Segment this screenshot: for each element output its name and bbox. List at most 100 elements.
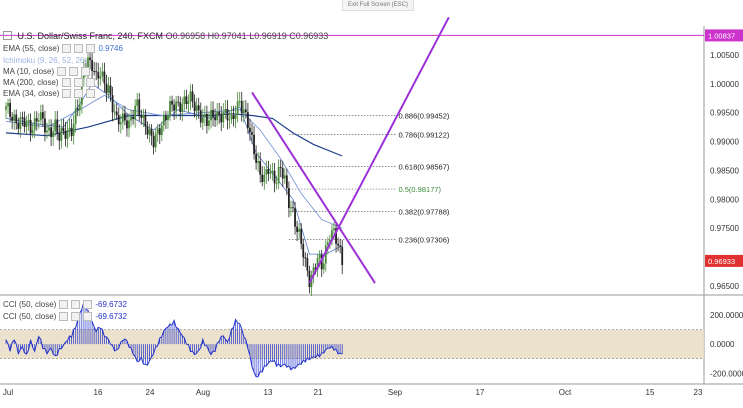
candle-body bbox=[212, 109, 214, 118]
settings-icon[interactable] bbox=[73, 78, 83, 87]
price-tick-label: 1.00500 bbox=[710, 51, 739, 60]
collapse-icon[interactable] bbox=[3, 31, 12, 40]
date-tick-label: Oct bbox=[559, 388, 572, 397]
close-icon[interactable] bbox=[81, 67, 91, 76]
candle-body bbox=[29, 119, 32, 134]
candle-body bbox=[146, 126, 149, 135]
candle-body bbox=[103, 71, 106, 84]
close-value: C0.96933 bbox=[289, 31, 329, 41]
candle-body bbox=[189, 91, 192, 102]
candle-body bbox=[7, 103, 9, 107]
fib-level-label: 0.5(0.98177) bbox=[399, 185, 442, 194]
cci-legend-2[interactable]: CCI (50, close) -69.6732 bbox=[3, 311, 127, 322]
candle-body bbox=[324, 245, 327, 264]
candle-body bbox=[329, 240, 331, 243]
candle-body bbox=[285, 175, 288, 189]
candle-body bbox=[230, 115, 233, 120]
eye-icon[interactable] bbox=[62, 89, 72, 98]
indicator-legend-ema55[interactable]: EMA (55, close) 0.9746 bbox=[3, 43, 123, 54]
candle-body bbox=[281, 168, 284, 179]
close-icon[interactable] bbox=[86, 89, 96, 98]
candle-body bbox=[107, 85, 110, 93]
settings-icon[interactable] bbox=[71, 312, 81, 321]
candle-body bbox=[17, 123, 20, 129]
indicator-legend-ichimoku[interactable]: Ichimoku (9, 26, 52, 26) bbox=[3, 55, 87, 66]
candle-body bbox=[152, 135, 155, 148]
candle-body bbox=[339, 245, 342, 247]
eye-icon[interactable] bbox=[62, 44, 72, 53]
cci-legend-1[interactable]: CCI (50, close) -69.6732 bbox=[3, 299, 127, 310]
candle-body bbox=[74, 108, 77, 124]
candle-body bbox=[222, 112, 225, 123]
price-tick-label: 0.97500 bbox=[710, 224, 739, 233]
candle-body bbox=[247, 112, 249, 128]
close-icon[interactable] bbox=[86, 44, 96, 53]
candle-body bbox=[290, 207, 292, 209]
candle-body bbox=[183, 96, 186, 104]
candle-body bbox=[224, 108, 227, 113]
candle-body bbox=[199, 110, 202, 123]
price-tick-label: 0.99500 bbox=[710, 109, 739, 118]
symbol-label: U.S. Dollar/Swiss Franc, 240, FXCM bbox=[17, 31, 164, 41]
candle-body bbox=[169, 100, 171, 116]
date-tick-label: Aug bbox=[196, 388, 210, 397]
eye-icon[interactable] bbox=[61, 78, 71, 87]
candle-body bbox=[117, 115, 120, 125]
candle-body bbox=[314, 267, 317, 270]
candle-body bbox=[234, 114, 237, 119]
candle-body bbox=[136, 99, 139, 106]
date-tick-label: Sep bbox=[388, 388, 403, 397]
indicator-label: EMA (34, close) bbox=[3, 89, 60, 98]
candle-body bbox=[333, 228, 335, 231]
candle-body bbox=[31, 130, 34, 134]
candle-body bbox=[322, 263, 325, 270]
indicator-value: -69.6732 bbox=[95, 312, 127, 321]
indicator-value: -69.6732 bbox=[95, 300, 127, 309]
candle-body bbox=[25, 121, 28, 127]
candle-body bbox=[216, 111, 219, 121]
candle-body bbox=[208, 120, 210, 126]
indicator-legend-ema34[interactable]: EMA (34, close) bbox=[3, 88, 96, 99]
indicator-legend-ma10[interactable]: MA (10, close) bbox=[3, 66, 91, 77]
candle-body bbox=[58, 132, 61, 141]
settings-icon[interactable] bbox=[69, 67, 79, 76]
close-icon[interactable] bbox=[83, 312, 93, 321]
candle-body bbox=[232, 115, 235, 119]
indicator-legend-ma200[interactable]: MA (200, close) bbox=[3, 77, 95, 88]
eye-icon[interactable] bbox=[59, 300, 69, 309]
candle-body bbox=[128, 120, 130, 129]
date-tick-label: 17 bbox=[476, 388, 485, 397]
candle-body bbox=[288, 188, 290, 209]
close-icon[interactable] bbox=[85, 78, 95, 87]
settings-icon[interactable] bbox=[71, 300, 81, 309]
candle-body bbox=[119, 122, 122, 125]
candle-body bbox=[292, 207, 294, 209]
candle-body bbox=[68, 127, 71, 131]
candle-body bbox=[277, 167, 280, 184]
candle-body bbox=[99, 76, 102, 79]
eye-icon[interactable] bbox=[59, 312, 69, 321]
settings-icon[interactable] bbox=[74, 44, 84, 53]
candle-body bbox=[115, 111, 118, 116]
candle-body bbox=[326, 242, 329, 246]
candle-body bbox=[300, 228, 303, 244]
candle-body bbox=[91, 60, 93, 72]
exit-fullscreen-button[interactable]: Exit Full Screen (ESC) bbox=[342, 0, 414, 11]
candle-body bbox=[185, 96, 188, 105]
candle-body bbox=[337, 243, 339, 246]
cci-tick-label: 0.0000 bbox=[710, 340, 735, 349]
hline-price-label: 1.00837 bbox=[708, 31, 735, 40]
candle-body bbox=[142, 114, 145, 118]
high-value: H0.97041 bbox=[207, 31, 247, 41]
settings-icon[interactable] bbox=[74, 89, 84, 98]
indicator-label: Ichimoku (9, 26, 52, 26) bbox=[3, 56, 88, 65]
eye-icon[interactable] bbox=[57, 67, 67, 76]
candle-body bbox=[165, 115, 167, 121]
candle-body bbox=[70, 127, 73, 136]
candle-body bbox=[13, 114, 16, 121]
close-icon[interactable] bbox=[83, 300, 93, 309]
date-tick-label: 16 bbox=[94, 388, 103, 397]
candle-body bbox=[253, 134, 255, 155]
candle-body bbox=[154, 133, 157, 148]
